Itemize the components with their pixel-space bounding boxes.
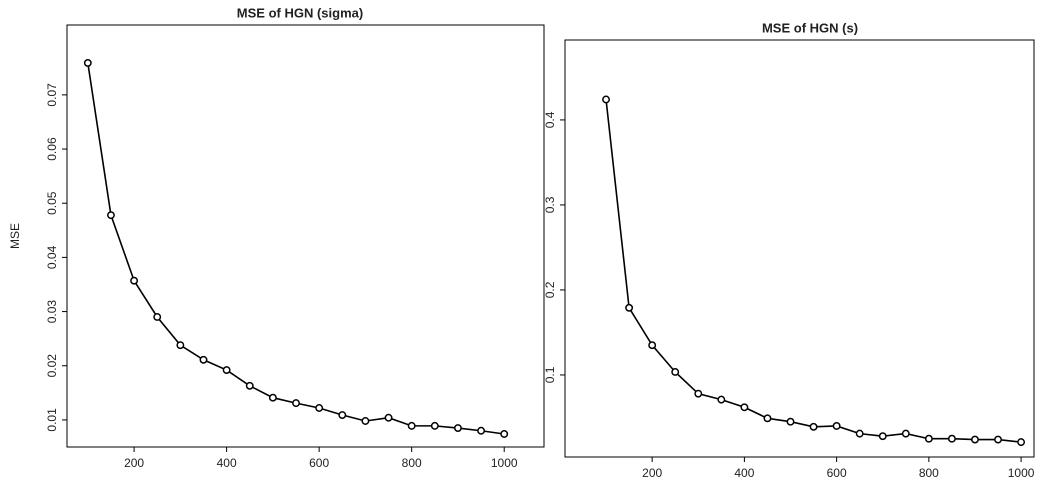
x-tick-label: 600	[827, 466, 847, 480]
data-point	[222, 366, 231, 375]
y-tick-label: 0.1	[543, 366, 557, 383]
x-tick-label: 800	[919, 466, 939, 480]
data-point	[245, 381, 254, 390]
x-tick-label: 1000	[1008, 466, 1035, 480]
data-point	[83, 58, 92, 67]
data-point	[947, 434, 956, 443]
y-tick-label: 0.06	[45, 137, 59, 161]
data-point	[453, 424, 462, 432]
y-tick-label: 0.2	[543, 281, 557, 298]
y-axis-label: MSE	[8, 223, 22, 249]
y-tick-label: 0.07	[45, 83, 59, 107]
data-point	[292, 399, 300, 408]
data-point	[268, 393, 277, 402]
x-tick-label: 800	[402, 456, 422, 470]
y-tick-label: 0.04	[45, 245, 59, 269]
data-point	[763, 414, 772, 423]
x-tick-label: 400	[217, 456, 237, 470]
chart-title: MSE of HGN (s)	[762, 20, 858, 35]
data-point	[924, 434, 933, 443]
x-tick-label: 400	[734, 466, 754, 480]
data-point	[430, 421, 439, 430]
data-point	[625, 303, 634, 312]
data-point	[786, 417, 795, 426]
x-tick-label: 600	[309, 456, 329, 470]
plot-frame	[66, 24, 545, 448]
data-point	[878, 432, 887, 441]
chart-title: MSE of HGN (sigma)	[237, 5, 363, 20]
data-point	[994, 435, 1002, 444]
y-tick-label: 0.3	[543, 196, 557, 213]
data-point	[694, 389, 703, 398]
data-point	[199, 355, 208, 364]
data-point	[153, 313, 162, 321]
data-point	[315, 404, 324, 412]
data-point	[855, 429, 864, 438]
series-line	[87, 62, 505, 435]
data-point	[602, 95, 610, 104]
data-point	[500, 430, 509, 438]
data-point	[176, 341, 185, 350]
x-tick-label: 1000	[491, 456, 518, 470]
y-tick-label: 0.05	[45, 191, 59, 215]
data-point	[971, 435, 979, 444]
data-point	[717, 395, 726, 404]
data-point	[384, 413, 393, 422]
x-tick-label: 200	[124, 456, 144, 470]
data-point	[407, 421, 416, 430]
data-point	[107, 211, 115, 220]
data-point	[477, 426, 486, 435]
data-point	[130, 276, 139, 285]
data-point	[1017, 438, 1026, 447]
data-point	[338, 411, 347, 419]
series-line	[605, 99, 1022, 443]
data-point	[809, 422, 818, 431]
x-tick-label: 200	[642, 466, 662, 480]
data-point	[832, 422, 841, 430]
y-tick-label: 0.03	[45, 300, 59, 324]
y-tick-label: 0.02	[45, 354, 59, 378]
y-tick-label: 0.4	[543, 111, 557, 128]
data-point	[671, 368, 680, 376]
plot-frame	[564, 39, 1035, 458]
data-point	[901, 429, 910, 438]
data-point	[648, 341, 657, 350]
data-point	[740, 403, 749, 412]
y-tick-label: 0.01	[45, 408, 59, 432]
data-point	[361, 417, 370, 425]
